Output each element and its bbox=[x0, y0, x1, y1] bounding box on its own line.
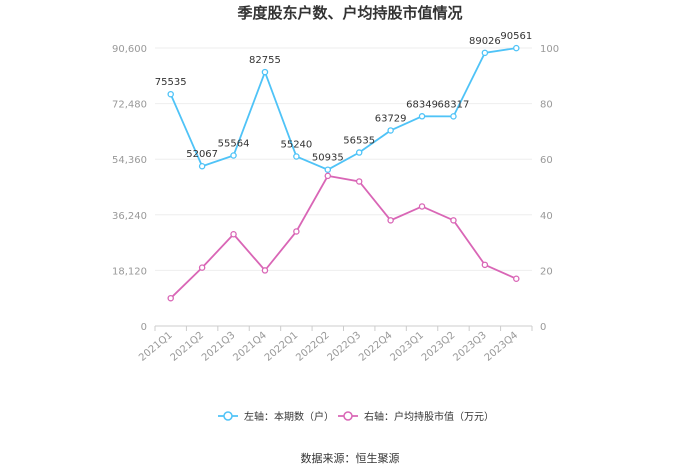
x-tick-label: 2021Q3 bbox=[200, 330, 237, 364]
data-point[interactable] bbox=[355, 149, 363, 156]
data-point[interactable] bbox=[198, 264, 206, 271]
data-label: 90561 bbox=[500, 31, 532, 42]
x-tick-label: 2022Q3 bbox=[326, 330, 363, 364]
data-point[interactable] bbox=[387, 217, 394, 224]
legend-item-label[interactable]: 右轴：户均持股市值（万元） bbox=[364, 410, 494, 423]
data-point[interactable] bbox=[513, 275, 520, 282]
data-point[interactable] bbox=[293, 153, 300, 160]
data-label: 68317 bbox=[438, 99, 470, 110]
x-tick-label: 2021Q2 bbox=[169, 330, 206, 364]
data-point[interactable] bbox=[324, 172, 332, 180]
y-left-tick-label: 36,240 bbox=[112, 211, 147, 222]
data-point[interactable] bbox=[513, 44, 520, 52]
series-line-2 bbox=[170, 174, 517, 299]
data-label: 56535 bbox=[343, 136, 375, 147]
legend-swatch-marker bbox=[343, 411, 353, 421]
data-point[interactable] bbox=[230, 231, 237, 238]
x-tick-label: 2023Q3 bbox=[451, 330, 488, 364]
data-label: 89026 bbox=[469, 36, 501, 47]
data-point[interactable] bbox=[355, 178, 363, 185]
data-point[interactable] bbox=[481, 49, 489, 57]
y-left-tick-label: 18,120 bbox=[112, 266, 147, 277]
data-label: 52067 bbox=[186, 149, 218, 160]
y-axis-right: 0 20 40 60 80 100 bbox=[540, 44, 559, 333]
data-point[interactable] bbox=[450, 113, 457, 120]
x-tick-label: 2021Q4 bbox=[231, 330, 268, 364]
data-point[interactable] bbox=[293, 228, 300, 235]
data-label: 82755 bbox=[249, 55, 281, 66]
data-point[interactable] bbox=[261, 68, 269, 76]
data-point[interactable] bbox=[167, 90, 174, 98]
y-right-tick-label: 40 bbox=[540, 211, 553, 222]
x-tick-label: 2022Q4 bbox=[357, 330, 394, 364]
data-source: 数据来源：恒生聚源 bbox=[301, 451, 400, 465]
y-right-tick-label: 0 bbox=[540, 322, 546, 333]
legend-item-label[interactable]: 左轴：本期数（户） bbox=[244, 410, 334, 423]
data-label: 55240 bbox=[280, 139, 312, 150]
y-right-tick-label: 80 bbox=[540, 100, 553, 111]
x-tick-label: 2022Q2 bbox=[294, 330, 331, 364]
data-point[interactable] bbox=[230, 152, 237, 159]
legend[interactable]: 左轴：本期数（户） 右轴：户均持股市值（万元） bbox=[218, 410, 494, 423]
y-right-tick-label: 60 bbox=[540, 155, 553, 166]
data-point[interactable] bbox=[261, 267, 269, 274]
y-axis-left: 0 18,120 36,240 54,360 72,480 90,600 bbox=[112, 44, 147, 333]
data-label: 63729 bbox=[375, 113, 407, 124]
legend-swatch-marker bbox=[223, 411, 233, 421]
y-left-tick-label: 90,600 bbox=[112, 44, 147, 55]
x-tick-label: 2023Q2 bbox=[420, 330, 457, 364]
data-point[interactable] bbox=[167, 294, 174, 302]
y-left-tick-label: 54,360 bbox=[112, 155, 147, 166]
data-point[interactable] bbox=[324, 166, 332, 173]
x-tick-label: 2022Q1 bbox=[263, 330, 300, 364]
chart-title: 季度股东户数、户均持股市值情况 bbox=[237, 4, 462, 22]
data-label: 75535 bbox=[155, 77, 187, 88]
y-right-tick-label: 20 bbox=[540, 266, 553, 277]
data-point[interactable] bbox=[481, 261, 489, 269]
data-label: 68349 bbox=[406, 99, 438, 110]
y-left-tick-label: 0 bbox=[141, 322, 147, 333]
data-point[interactable] bbox=[450, 217, 457, 224]
series-line-1 bbox=[169, 47, 517, 171]
y-left-tick-label: 72,480 bbox=[112, 100, 147, 111]
y-right-tick-label: 100 bbox=[540, 44, 559, 55]
data-point[interactable] bbox=[418, 203, 426, 210]
gridlines bbox=[155, 47, 532, 327]
data-point[interactable] bbox=[418, 113, 426, 120]
data-point[interactable] bbox=[198, 162, 206, 170]
x-tick-label: 2023Q4 bbox=[483, 330, 520, 364]
x-axis: 2021Q12021Q22021Q32021Q42022Q12022Q22022… bbox=[137, 326, 533, 364]
x-tick-label: 2021Q1 bbox=[137, 330, 174, 364]
x-tick-label: 2023Q1 bbox=[388, 330, 425, 364]
data-label: 55564 bbox=[218, 139, 250, 150]
data-label: 50935 bbox=[312, 153, 344, 164]
data-point[interactable] bbox=[387, 127, 394, 134]
